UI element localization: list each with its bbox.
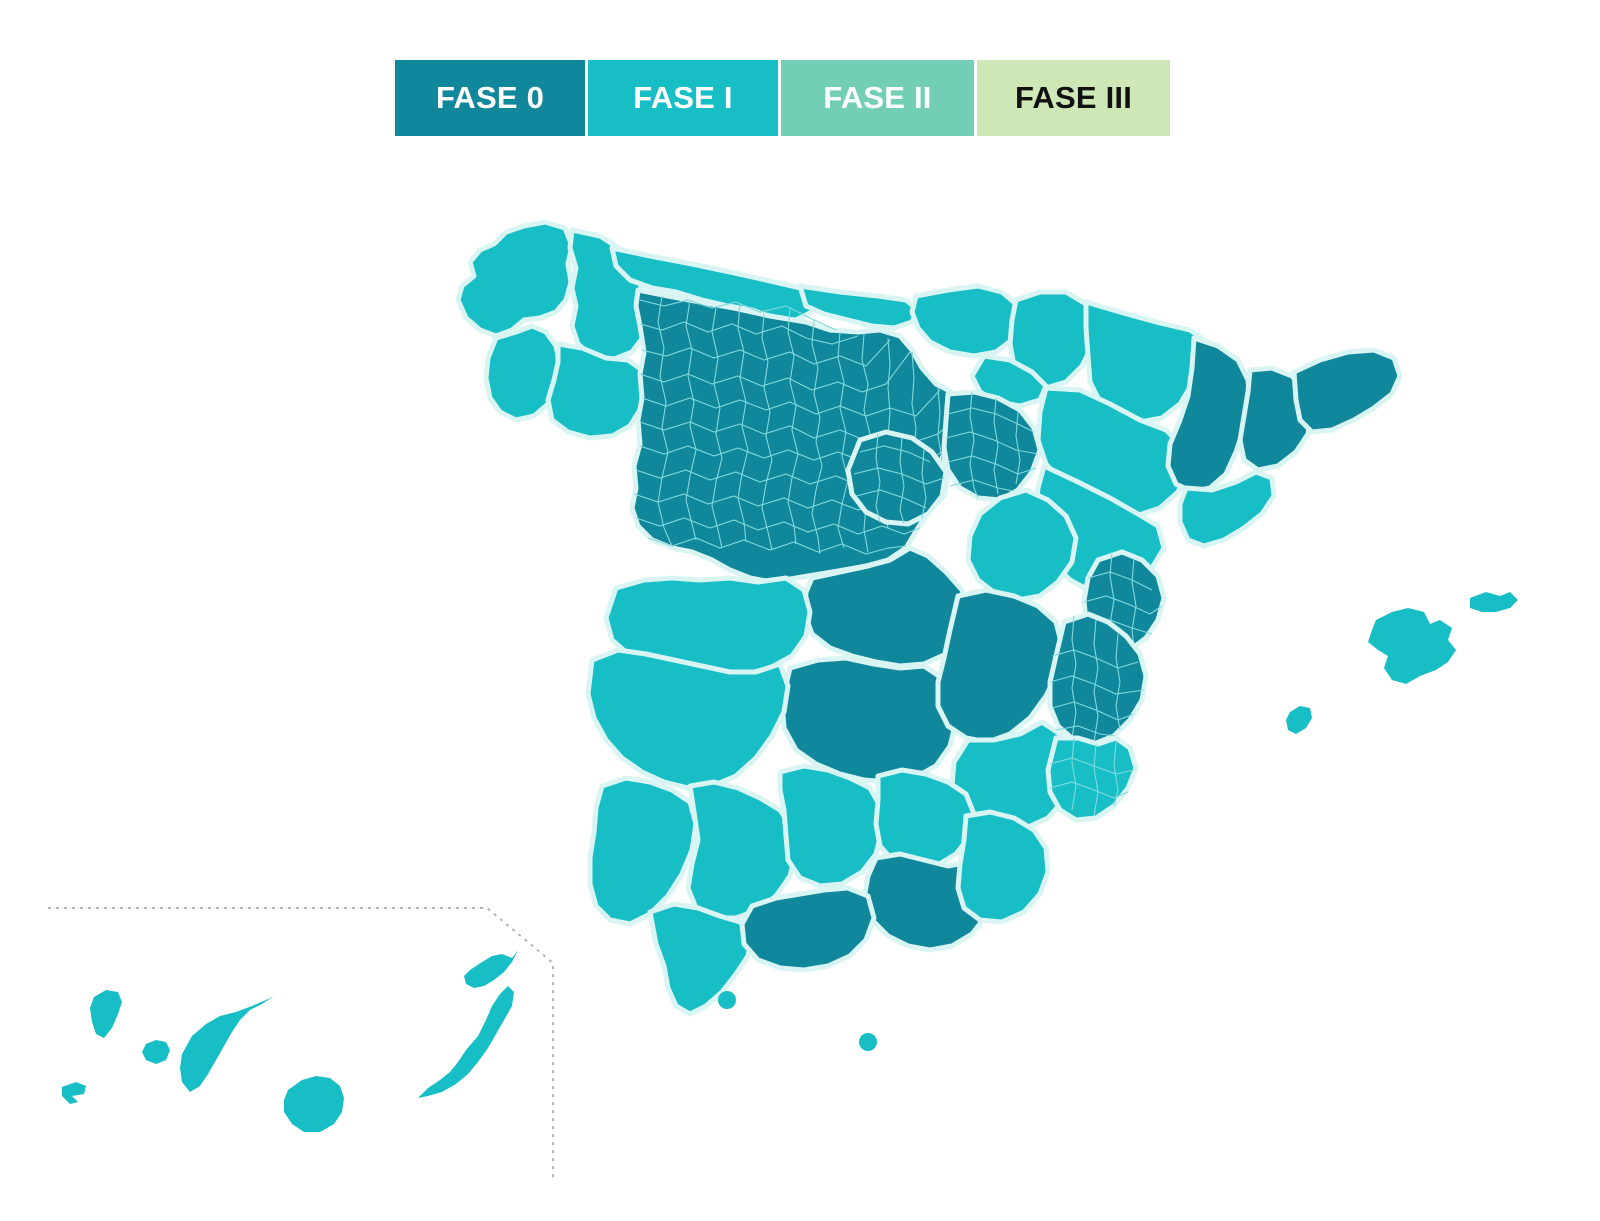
region-cadiz[interactable] bbox=[647, 901, 755, 1017]
legend-item-fase-0[interactable]: FASE 0 bbox=[395, 60, 585, 136]
region-alicante[interactable] bbox=[1045, 735, 1139, 823]
island-fuerteventura[interactable] bbox=[418, 986, 514, 1098]
island-lanzarote[interactable] bbox=[464, 950, 518, 988]
region-a-coruna[interactable] bbox=[455, 219, 575, 339]
legend-label: FASE II bbox=[823, 80, 932, 115]
island-mallorca[interactable] bbox=[1368, 608, 1456, 684]
region-girona[interactable] bbox=[1291, 347, 1403, 435]
canarias-inset-frame bbox=[48, 907, 554, 1180]
region-albacete[interactable] bbox=[935, 587, 1065, 745]
region-ciudad-real[interactable] bbox=[779, 655, 959, 785]
region-cantabria[interactable] bbox=[797, 283, 921, 331]
island-tenerife[interactable] bbox=[180, 996, 274, 1092]
region-valencia[interactable] bbox=[1047, 611, 1149, 747]
region-malaga[interactable] bbox=[739, 885, 877, 973]
health-districts-alicante bbox=[1049, 737, 1135, 817]
island-gran-canaria[interactable] bbox=[284, 1076, 344, 1132]
region-huesca[interactable] bbox=[1083, 299, 1213, 425]
region-almeria[interactable] bbox=[955, 809, 1051, 925]
island-la-gomera[interactable] bbox=[142, 1040, 170, 1064]
region-tarragona[interactable] bbox=[1177, 469, 1277, 549]
region-la-rioja[interactable] bbox=[969, 353, 1049, 409]
region-madrid[interactable] bbox=[845, 429, 949, 527]
legend-label: FASE 0 bbox=[435, 80, 545, 115]
region-cordoba[interactable] bbox=[777, 763, 885, 889]
legend-label: FASE I bbox=[633, 80, 733, 115]
legend-item-fase-1[interactable]: FASE I bbox=[588, 60, 778, 136]
region-huelva[interactable] bbox=[587, 775, 699, 927]
municipal-borders-madrid bbox=[853, 433, 945, 525]
canary-islands bbox=[62, 950, 518, 1132]
island-el-hierro[interactable] bbox=[62, 1082, 86, 1104]
region-badajoz[interactable] bbox=[585, 647, 791, 791]
island-ibiza[interactable] bbox=[1286, 706, 1312, 734]
region-cuenca[interactable] bbox=[965, 487, 1079, 603]
legend-item-fase-3[interactable]: FASE III bbox=[977, 60, 1170, 136]
municipal-borders-guadalajara bbox=[945, 391, 1039, 499]
region-ourense[interactable] bbox=[545, 341, 649, 441]
balearic-islands bbox=[1286, 592, 1518, 734]
legend-item-fase-2[interactable]: FASE II bbox=[781, 60, 974, 136]
island-menorca[interactable] bbox=[1470, 592, 1518, 612]
region-navarra[interactable] bbox=[1007, 289, 1097, 391]
region-jaen[interactable] bbox=[873, 767, 977, 873]
phase-legend: FASE 0 FASE I FASE II FASE III bbox=[395, 60, 1170, 136]
peninsula-regions bbox=[455, 219, 1403, 1017]
region-pais-vasco[interactable] bbox=[909, 283, 1023, 359]
city-melilla[interactable] bbox=[859, 1033, 877, 1051]
island-la-palma[interactable] bbox=[90, 990, 122, 1038]
health-districts-valencia bbox=[1049, 615, 1145, 743]
legend-label: FASE III bbox=[1014, 80, 1133, 115]
city-ceuta[interactable] bbox=[718, 991, 736, 1009]
